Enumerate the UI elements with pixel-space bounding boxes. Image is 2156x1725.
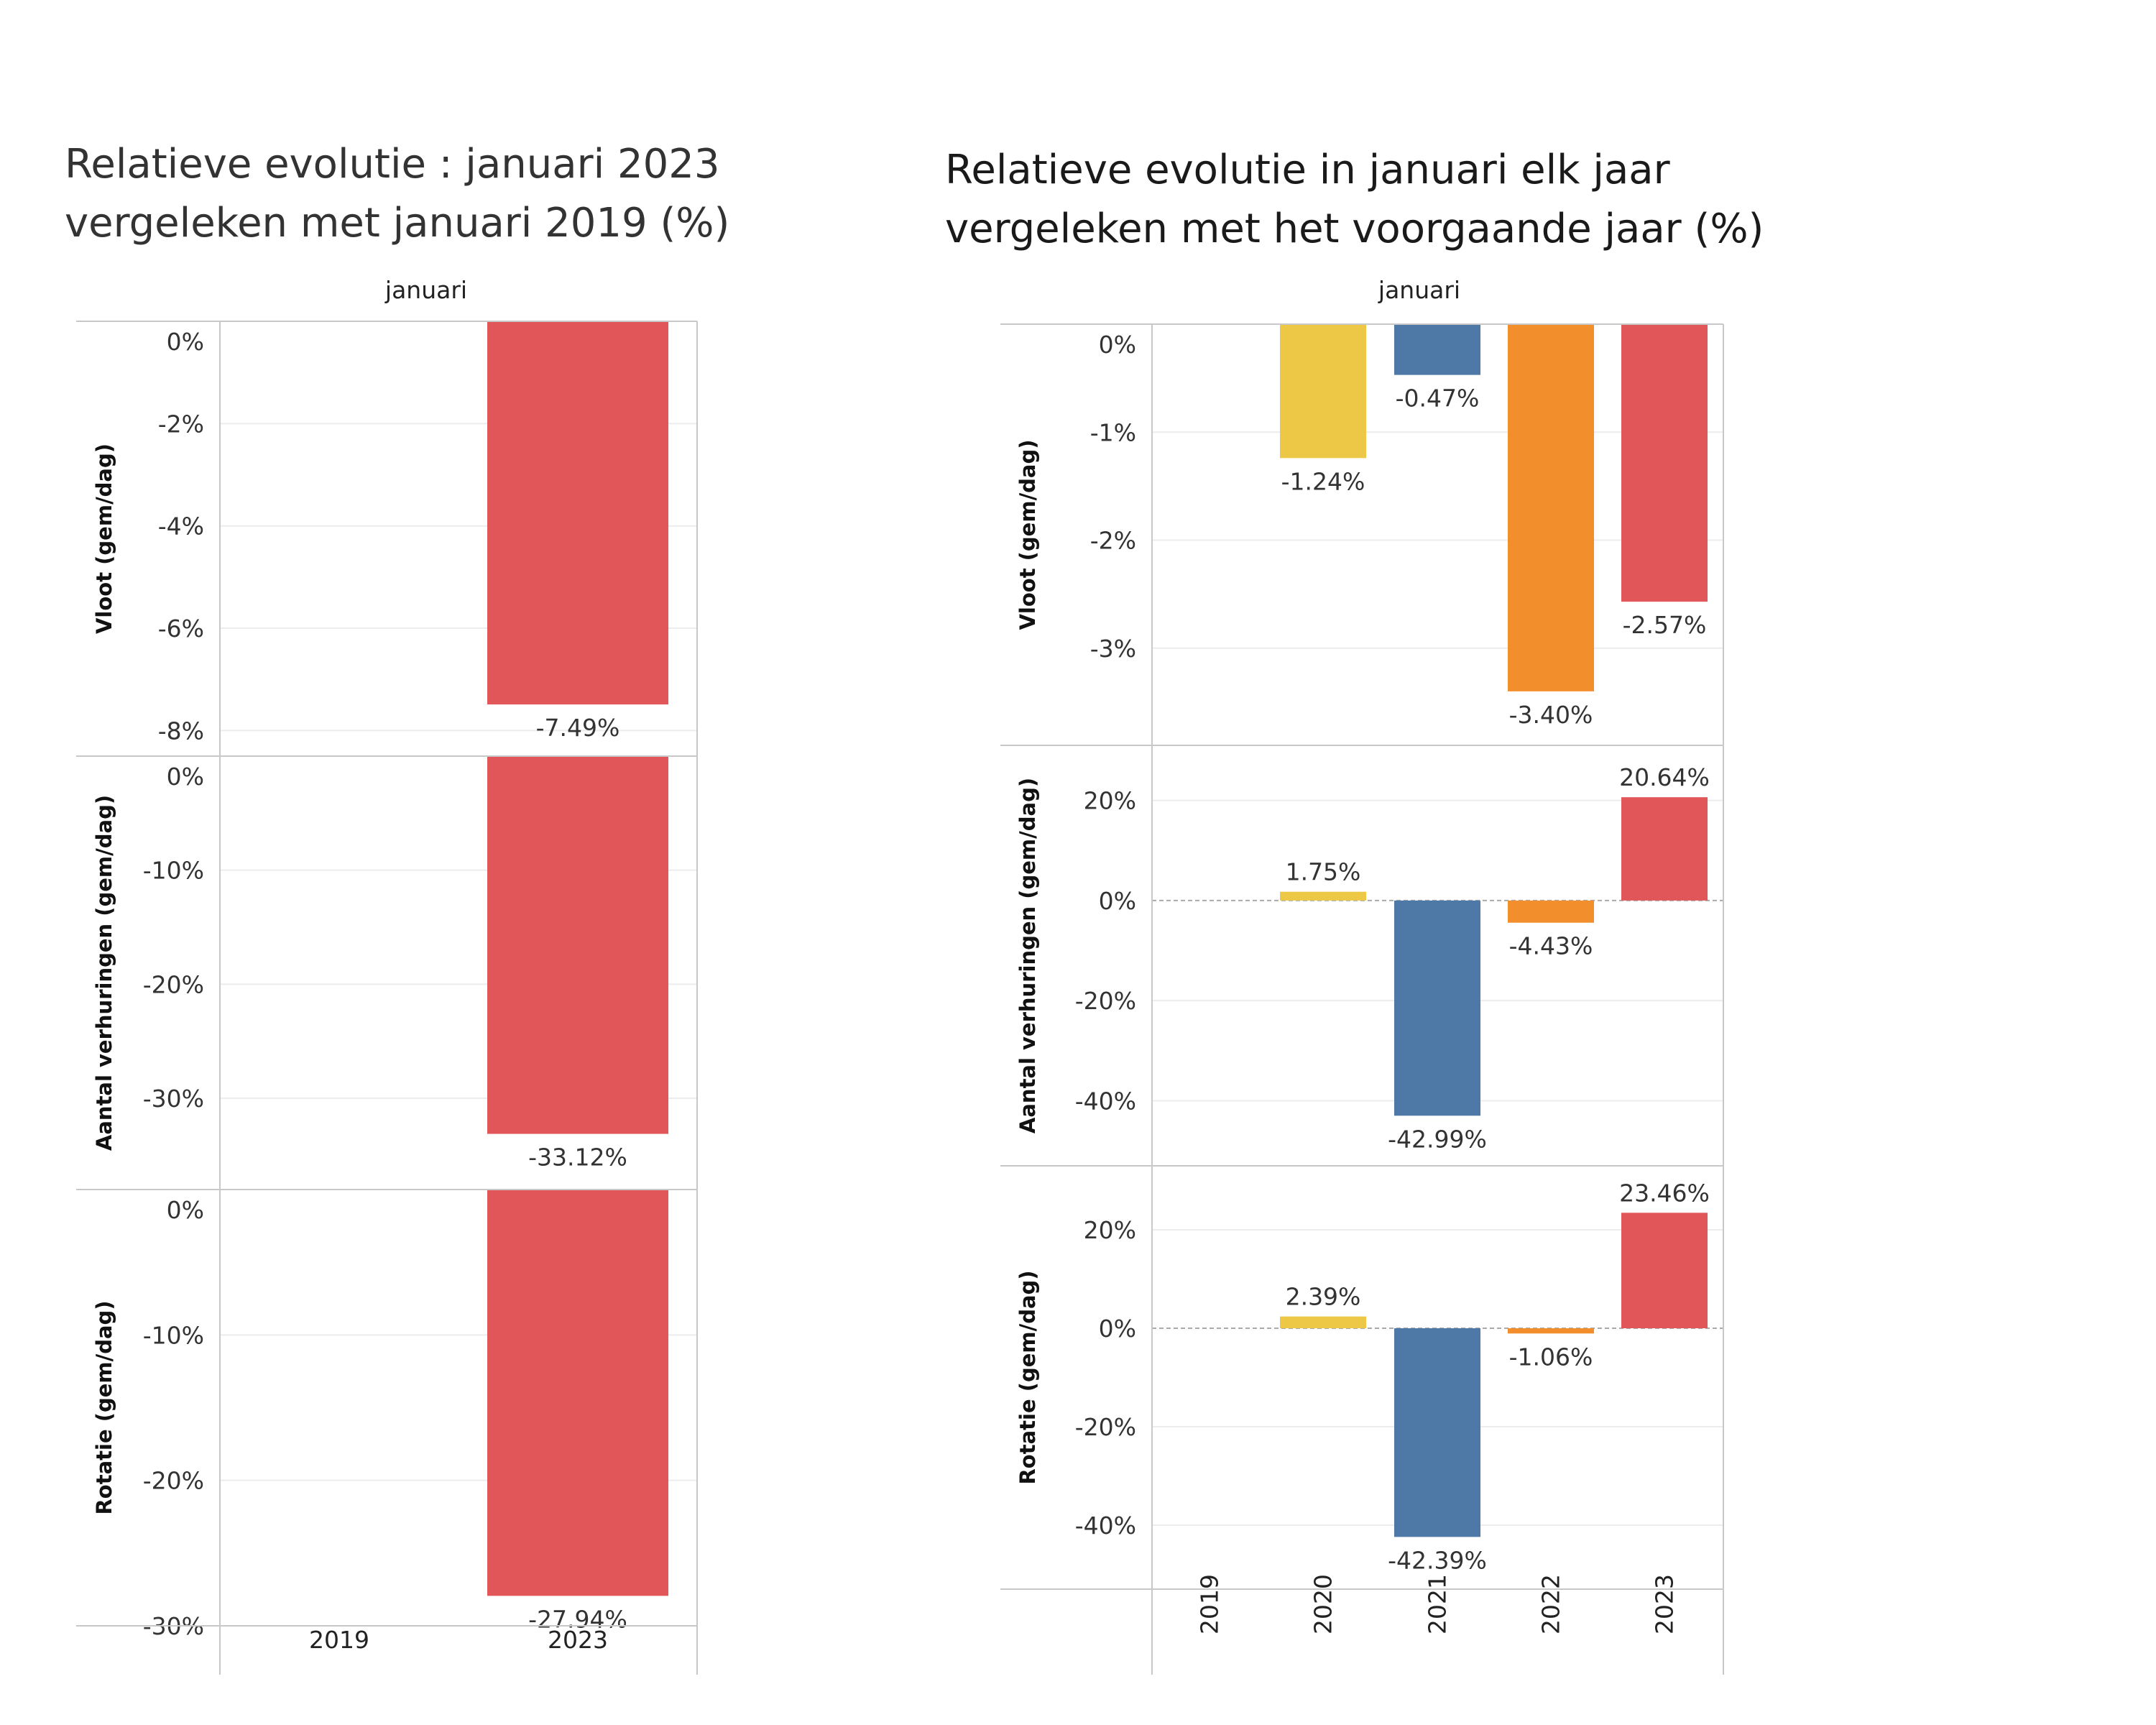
right-panel-2-bar-2023 bbox=[1621, 797, 1708, 901]
right-panel-1-tick-label: -2% bbox=[1090, 527, 1136, 555]
left-panel-1-tick-label: -6% bbox=[158, 615, 204, 643]
right-panel-3-bar-2021 bbox=[1394, 1328, 1480, 1537]
right-panel-3-axis-title: Rotatie (gem/dag) bbox=[1015, 1270, 1040, 1484]
right-panel-3-bar-label-2023: 23.46% bbox=[1619, 1179, 1710, 1207]
left-column-header: januari bbox=[384, 276, 467, 304]
right-panel-1-bar-2020 bbox=[1280, 324, 1366, 459]
left-panel-3-axis-title: Rotatie (gem/dag) bbox=[92, 1300, 116, 1514]
right-panel-3-bar-label-2021: -42.39% bbox=[1388, 1546, 1487, 1574]
left-title-line-2: vergeleken met januari 2019 (%) bbox=[65, 200, 730, 247]
left-panel-3-tick-label: -20% bbox=[143, 1467, 204, 1495]
left-panel-2-tick-label: -20% bbox=[143, 970, 204, 998]
right-panel-2-tick-label: -40% bbox=[1075, 1087, 1136, 1115]
left-panel-1-bar-2023 bbox=[487, 321, 668, 705]
left-panel-1-tick-label: -2% bbox=[158, 410, 204, 438]
right-title-line-2: vergeleken met het voorgaande jaar (%) bbox=[945, 206, 1764, 252]
right-panel-3-bar-2020 bbox=[1280, 1316, 1366, 1329]
left-panel-2-tick-label: -30% bbox=[143, 1085, 204, 1113]
right-panel-3-bar-2023 bbox=[1621, 1213, 1708, 1329]
right-panel-2-bar-2020 bbox=[1280, 891, 1366, 901]
left-panel-1-bar-label-2023: -7.49% bbox=[536, 714, 620, 742]
right-column-header: januari bbox=[1378, 276, 1460, 304]
left-panel-3-tick-label: 0% bbox=[167, 1196, 204, 1224]
left-panel-3-bar-label-2023: -27.94% bbox=[528, 1605, 627, 1633]
right-panel-2-bar-2021 bbox=[1394, 900, 1480, 1116]
left-panel-2-tick-label: 0% bbox=[167, 763, 204, 791]
right-panel-1-bar-2021 bbox=[1394, 324, 1480, 375]
right-panel-2-bar-label-2021: -42.99% bbox=[1388, 1125, 1487, 1153]
right-panel-2-bar-label-2022: -4.43% bbox=[1509, 932, 1593, 960]
right-panel-1-bar-label-2020: -1.24% bbox=[1281, 467, 1365, 495]
right-panel-3-tick-label: 0% bbox=[1099, 1315, 1136, 1343]
right-panel-1-bar-2022 bbox=[1508, 324, 1594, 691]
right-panel-3-tick-label: -40% bbox=[1075, 1512, 1136, 1540]
left-panel-3-bar-2023 bbox=[487, 1190, 668, 1596]
left-panel-1-tick-label: -8% bbox=[158, 717, 204, 745]
right-panel-3-tick-label: 20% bbox=[1084, 1216, 1136, 1244]
right-category-label-2022: 2022 bbox=[1537, 1574, 1565, 1634]
right-panel-2-bar-label-2023: 20.64% bbox=[1619, 763, 1710, 791]
right-category-label-2021: 2021 bbox=[1424, 1574, 1452, 1634]
right-panel-2-bar-2022 bbox=[1508, 900, 1594, 923]
right-panel-1-bar-label-2023: -2.57% bbox=[1623, 611, 1707, 639]
left-chart-title: Relatieve evolutie : januari 2023 vergel… bbox=[65, 135, 855, 253]
right-chart-title: Relatieve evolutie in januari elk jaar v… bbox=[945, 141, 1879, 259]
left-panel-2-bar-2023 bbox=[487, 756, 668, 1134]
right-panel-3-bar-label-2022: -1.06% bbox=[1509, 1343, 1593, 1371]
right-panel-2-axis-title: Aantal verhuringen (gem/dag) bbox=[1015, 778, 1040, 1133]
right-panel-1-tick-label: 0% bbox=[1099, 331, 1136, 359]
right-panel-1-bar-label-2021: -0.47% bbox=[1396, 385, 1480, 413]
left-panel-2-bar-label-2023: -33.12% bbox=[528, 1144, 627, 1172]
right-panel-2-bar-label-2020: 1.75% bbox=[1286, 858, 1361, 886]
right-panel-1-tick-label: -3% bbox=[1090, 635, 1136, 663]
right-panel-1-bar-label-2022: -3.40% bbox=[1509, 701, 1593, 729]
left-panel-1-axis-title: Vloot (gem/dag) bbox=[92, 443, 116, 634]
left-category-label-2023: 2023 bbox=[548, 1626, 608, 1654]
left-panel-1-tick-label: -4% bbox=[158, 512, 204, 540]
right-title-line-1: Relatieve evolutie in januari elk jaar bbox=[945, 147, 1670, 193]
right-panel-3-tick-label: -20% bbox=[1075, 1413, 1136, 1441]
right-panel-3-bar-2022 bbox=[1508, 1328, 1594, 1334]
right-panel-1-tick-label: -1% bbox=[1090, 418, 1136, 446]
right-category-label-2019: 2019 bbox=[1196, 1574, 1224, 1634]
right-panel-1-axis-title: Vloot (gem/dag) bbox=[1015, 439, 1040, 630]
left-panel-2-axis-title: Aantal verhuringen (gem/dag) bbox=[92, 795, 116, 1151]
right-panel-2-tick-label: 0% bbox=[1099, 887, 1136, 915]
right-panel-1-bar-2023 bbox=[1621, 324, 1708, 602]
right-panel-3-bar-label-2020: 2.39% bbox=[1286, 1283, 1361, 1311]
left-category-label-2019: 2019 bbox=[309, 1626, 369, 1654]
left-panel-1-tick-label: 0% bbox=[167, 328, 204, 356]
left-panel-2-tick-label: -10% bbox=[143, 857, 204, 885]
right-category-label-2023: 2023 bbox=[1651, 1574, 1679, 1634]
right-panel-2-tick-label: -20% bbox=[1075, 987, 1136, 1015]
left-title-line-1: Relatieve evolutie : januari 2023 bbox=[65, 141, 720, 188]
right-panel-2-tick-label: 20% bbox=[1084, 787, 1136, 815]
right-category-label-2020: 2020 bbox=[1309, 1574, 1337, 1634]
left-panel-3-tick-label: -10% bbox=[143, 1321, 204, 1349]
